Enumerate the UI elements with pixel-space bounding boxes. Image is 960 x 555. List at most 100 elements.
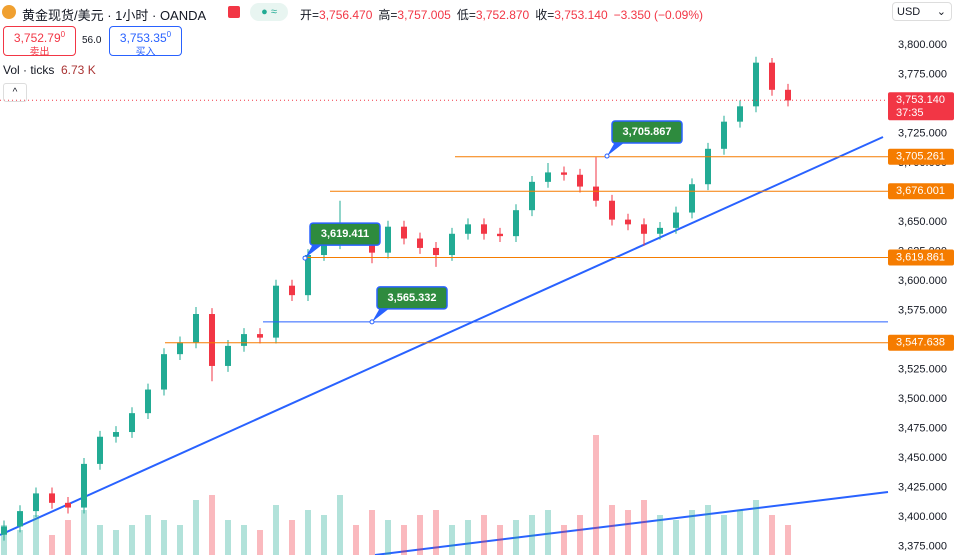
- price-tag: [888, 249, 954, 266]
- volume-bar: [353, 525, 359, 555]
- price-tag-label: 3,619.861: [896, 251, 945, 263]
- status-pill[interactable]: ● ≈: [250, 3, 288, 21]
- ohlc-value: 3,752.870: [475, 8, 530, 22]
- collapse-button[interactable]: ^: [3, 83, 27, 102]
- candle-body: [641, 224, 647, 234]
- volume-bar: [609, 505, 615, 555]
- candle-body: [97, 436, 103, 464]
- volume-bar: [785, 525, 791, 555]
- candle-body: [513, 210, 519, 237]
- callout-box: [611, 120, 683, 144]
- volume-bar: [641, 500, 647, 555]
- candle-body: [289, 285, 295, 296]
- candle-body: [321, 243, 327, 256]
- callout-label: 3,705.867: [623, 126, 672, 138]
- candle-body: [657, 227, 663, 234]
- price-tag: [888, 148, 954, 165]
- volume-bar: [545, 510, 551, 555]
- candle-body: [1, 526, 7, 535]
- volume-bar: [561, 525, 567, 555]
- candle-body: [273, 285, 279, 338]
- price-tag-label: 3,547.638: [896, 337, 945, 349]
- buy-button[interactable]: 3,753.350 买入: [109, 26, 182, 58]
- candle-body: [769, 62, 775, 90]
- last-price-label: 3,753.140: [896, 94, 945, 106]
- volume-bar: [369, 510, 375, 555]
- candle-body: [193, 314, 199, 343]
- volume-bar: [305, 510, 311, 555]
- buy-sup: 0: [166, 30, 172, 39]
- ohlc-label: 高=: [378, 8, 398, 22]
- y-tick-label: 3,400.000: [898, 511, 947, 523]
- volume-bar: [209, 495, 215, 555]
- callout-label: 3,619.411: [321, 228, 369, 240]
- candle-body: [545, 172, 551, 182]
- candle-body: [417, 238, 423, 248]
- y-tick-label: 3,525.000: [898, 363, 947, 375]
- volume-bar: [385, 520, 391, 555]
- y-tick-label: 3,450.000: [898, 452, 947, 464]
- volume-bar: [33, 515, 39, 555]
- volume-bar: [465, 520, 471, 555]
- buy-label: 买入: [135, 47, 156, 58]
- volume-bar: [273, 505, 279, 555]
- candle-body: [561, 172, 567, 175]
- ohlc-legend: 开=3,756.470 高=3,757.005 低=3,752.870 收=3,753…: [300, 6, 703, 23]
- buy-price: 3,753.35: [119, 31, 167, 45]
- volume-bar: [113, 530, 119, 555]
- candle-body: [385, 226, 391, 253]
- ohlc-value: 3,756.470: [319, 8, 373, 22]
- candle-body: [481, 224, 487, 234]
- currency-select[interactable]: USD ⌄: [892, 2, 952, 21]
- candle-body: [705, 148, 711, 185]
- volume-bar: [17, 530, 23, 555]
- callout-box: [376, 286, 448, 310]
- candle-body: [433, 247, 439, 256]
- sell-price: 3,752.79: [13, 31, 61, 45]
- candle-body: [305, 255, 311, 296]
- candle-body: [673, 212, 679, 228]
- spread: 56.0: [82, 35, 102, 46]
- volume-bar: [193, 500, 199, 555]
- volume-bar: [481, 515, 487, 555]
- candle-body: [737, 106, 743, 122]
- countdown: 37:35: [896, 107, 924, 119]
- candle-body: [465, 224, 471, 234]
- callout-pointer: [607, 142, 625, 157]
- y-tick-label: 3,500.000: [898, 393, 947, 405]
- callout-pointer: [305, 244, 323, 259]
- volume-bar: [337, 495, 343, 555]
- volume-bar: [177, 525, 183, 555]
- volume-bar: [705, 505, 711, 555]
- volume-bar: [497, 525, 503, 555]
- symbol-title[interactable]: 黄金现货/美元 · 1小时 · OANDA: [22, 8, 207, 23]
- candle-body: [129, 413, 135, 433]
- volume-bar: [225, 520, 231, 555]
- volume-bar: [433, 510, 439, 555]
- volume-bar: [625, 510, 631, 555]
- volume-bar: [145, 515, 151, 555]
- ohlc-label: 开=: [300, 8, 320, 22]
- sell-button[interactable]: 3,752.790 卖出: [3, 26, 76, 58]
- flag[interactable]: [228, 6, 240, 18]
- candle-body: [689, 184, 695, 213]
- candle-body: [161, 354, 167, 390]
- volume-bar: [449, 525, 455, 555]
- y-tick-label: 3,425.000: [898, 481, 947, 493]
- callout-pointer: [372, 307, 390, 322]
- anchor: [369, 319, 375, 325]
- candle-body: [177, 342, 183, 355]
- candle-body: [257, 334, 263, 338]
- candle-body: [225, 345, 231, 366]
- volume-bar: [321, 515, 327, 555]
- candle-body: [529, 181, 535, 211]
- y-tick-label: 3,725.000: [898, 127, 947, 139]
- volume-bar: [737, 510, 743, 555]
- ohlc-value: 3,757.005: [397, 8, 451, 22]
- trend-line: [0, 136, 884, 536]
- candle-body: [753, 62, 759, 107]
- candle-body: [241, 334, 247, 346]
- y-tick-label: 3,800.000: [898, 39, 947, 51]
